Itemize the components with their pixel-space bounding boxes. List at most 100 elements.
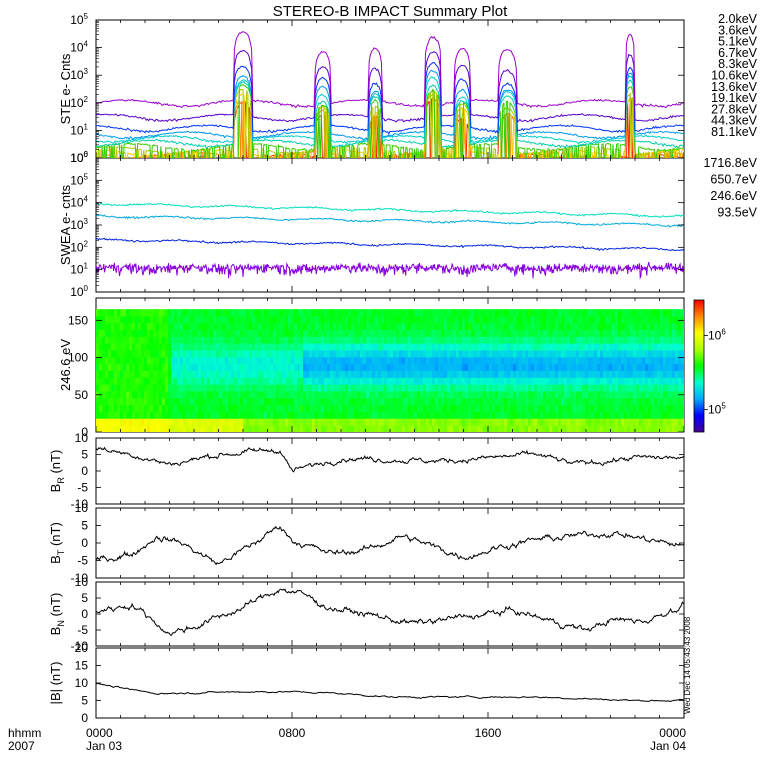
heatmap-cell xyxy=(351,343,355,351)
heatmap-cell xyxy=(369,343,373,351)
heatmap-cell xyxy=(171,377,175,385)
heatmap-cell xyxy=(237,343,241,351)
heatmap-cell xyxy=(219,322,223,331)
heatmap-cell xyxy=(522,315,526,324)
heatmap-cell xyxy=(300,418,304,426)
heatmap-cell xyxy=(357,404,361,412)
heatmap-cell xyxy=(252,322,256,331)
heatmap-cell xyxy=(495,425,499,432)
heatmap-cell xyxy=(432,363,436,371)
heatmap-cell xyxy=(594,411,598,419)
heatmap-cell xyxy=(189,309,193,317)
heatmap-cell xyxy=(285,356,289,365)
heatmap-cell xyxy=(420,315,424,324)
heatmap-cell xyxy=(255,329,259,337)
heatmap-cell xyxy=(492,309,496,317)
heatmap-cell xyxy=(642,309,646,317)
heatmap-cell xyxy=(228,384,232,392)
heatmap-cell xyxy=(546,384,550,392)
heatmap-cell xyxy=(318,343,322,351)
heatmap-cell xyxy=(630,363,634,371)
heatmap-cell xyxy=(306,363,310,371)
heatmap-cell xyxy=(681,336,684,344)
heatmap-cell xyxy=(513,384,517,392)
heatmap-cell xyxy=(516,309,520,317)
heatmap-cell xyxy=(600,384,604,392)
heatmap-cell xyxy=(645,397,649,406)
heatmap-cell xyxy=(270,309,274,317)
heatmap-cell xyxy=(393,418,397,426)
heatmap-cell xyxy=(402,404,406,412)
heatmap-cell xyxy=(516,322,520,331)
heatmap-cell xyxy=(366,356,370,365)
heatmap-cell xyxy=(120,363,124,371)
heatmap-cell xyxy=(288,411,292,419)
heatmap-cell xyxy=(312,384,316,392)
heatmap-cell xyxy=(546,377,550,385)
heatmap-cell xyxy=(543,350,547,358)
heatmap-cell xyxy=(657,350,661,358)
heatmap-cell xyxy=(471,309,475,317)
heatmap-cell xyxy=(378,309,382,317)
heatmap-cell xyxy=(402,411,406,419)
heatmap-cell xyxy=(402,322,406,331)
heatmap-cell xyxy=(522,384,526,392)
heatmap-cell xyxy=(108,397,112,406)
heatmap-cell xyxy=(528,384,532,392)
heatmap-cell xyxy=(453,370,457,378)
heatmap-cell xyxy=(177,397,181,406)
heatmap-cell xyxy=(372,377,376,385)
heatmap-cell xyxy=(210,336,214,344)
heatmap-cell xyxy=(150,411,154,419)
y-tick-label: 5 xyxy=(81,448,88,462)
heatmap-cell xyxy=(267,418,271,426)
heatmap-cell xyxy=(567,404,571,412)
heatmap-cell xyxy=(573,350,577,358)
heatmap-cell xyxy=(243,309,247,317)
heatmap-cell xyxy=(156,425,160,432)
heatmap-cell xyxy=(483,411,487,419)
heatmap-cell xyxy=(135,309,139,317)
swea-legend-entry: 650.7eV xyxy=(710,173,757,187)
heatmap-cell xyxy=(147,322,151,331)
heatmap-cell xyxy=(327,384,331,392)
heatmap-cell xyxy=(399,363,403,371)
heatmap-cell xyxy=(480,411,484,419)
heatmap-cell xyxy=(612,329,616,337)
heatmap-cell xyxy=(345,343,349,351)
heatmap-cell xyxy=(210,309,214,317)
heatmap-cell xyxy=(105,350,109,358)
heatmap-cell xyxy=(483,370,487,378)
heatmap-cell xyxy=(483,329,487,337)
heatmap-cell xyxy=(255,309,259,317)
heatmap-cell xyxy=(621,418,625,426)
heatmap-cell xyxy=(234,322,238,331)
heatmap-cell xyxy=(513,397,517,406)
heatmap-cell xyxy=(252,336,256,344)
heatmap-cell xyxy=(606,370,610,378)
y-tick-label: 102 xyxy=(70,239,88,254)
heatmap-cell xyxy=(651,350,655,358)
heatmap-cell xyxy=(105,391,109,399)
heatmap-cell xyxy=(303,418,307,426)
heatmap-cell xyxy=(171,370,175,378)
heatmap-cell xyxy=(318,425,322,432)
heatmap-cell xyxy=(660,411,664,419)
heatmap-cell xyxy=(243,322,247,331)
heatmap-cell xyxy=(552,356,556,365)
heatmap-cell xyxy=(378,425,382,432)
heatmap-cell xyxy=(654,384,658,392)
heatmap-cell xyxy=(486,322,490,331)
heatmap-cell xyxy=(567,309,571,317)
heatmap-cell xyxy=(453,356,457,365)
heatmap-cell xyxy=(219,411,223,419)
heatmap-cell xyxy=(273,384,277,392)
heatmap-cell xyxy=(369,329,373,337)
heatmap-cell xyxy=(255,350,259,358)
heatmap-cell xyxy=(279,343,283,351)
heatmap-cell xyxy=(309,418,313,426)
heatmap-cell xyxy=(381,315,385,324)
heatmap-cell xyxy=(489,384,493,392)
heatmap-cell xyxy=(378,418,382,426)
heatmap-cell xyxy=(111,404,115,412)
